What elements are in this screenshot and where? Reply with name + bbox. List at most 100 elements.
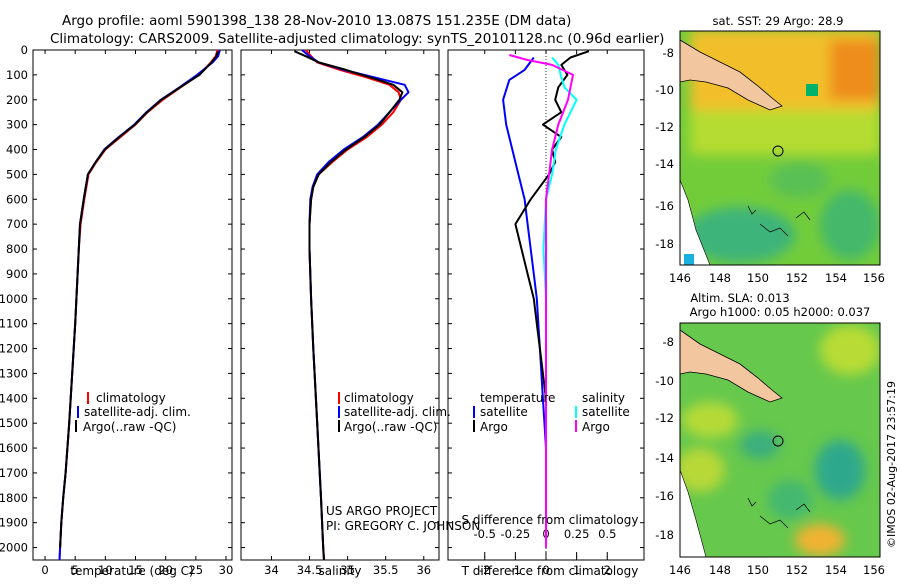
- temperature-plot: 0 5 10 15 20 25 30: [33, 49, 234, 577]
- depth-axis: 0 100 200 300 400 500 600 700 800 900 1000 1100 1200…: [0, 43, 28, 555]
- lat-label: -14: [655, 157, 674, 171]
- series-line-satellite-adj-clim-: [58, 49, 221, 561]
- sla-patch: [815, 440, 865, 500]
- legend-label-t-satellite: satellite: [480, 405, 528, 419]
- map-axes: 146 146 148 148 150 150 152 152 154 154 156 156 -8 -8…: [655, 46, 885, 577]
- header-line1: Argo profile: aoml 5901398_138 28-Nov-20…: [62, 13, 571, 29]
- sst-patch: [770, 162, 830, 198]
- salinity-xlabel: salinity: [318, 564, 361, 578]
- depth-tick-label: 400: [6, 143, 28, 157]
- sla-patch: [680, 448, 725, 492]
- sla-map-frame: [679, 322, 881, 558]
- legend-label-satellite: satellite-adj. clim.: [344, 405, 451, 419]
- depth-tick-label: 1900: [0, 516, 28, 530]
- pi-label: PI: GREGORY C. JOHNSON: [326, 519, 480, 533]
- legend-label-t-argo: Argo: [480, 420, 508, 434]
- s-tick-label: -0.25: [500, 527, 530, 541]
- sst-patch: [820, 190, 880, 260]
- depth-tick-label: 300: [6, 118, 28, 132]
- land-shape: [680, 469, 707, 557]
- lat-label: -14: [655, 451, 674, 465]
- x-tick-label: 36: [416, 563, 431, 577]
- x-tick-label: 34: [264, 563, 279, 577]
- series-line-s-satellite: [542, 56, 578, 548]
- series-line-satellite-adj-clim-: [301, 49, 410, 561]
- depth-tick-label: 900: [6, 267, 28, 281]
- legend-label-s-satellite: satellite: [582, 405, 630, 419]
- x-tick-label: -2: [479, 563, 490, 577]
- sst-patch: [830, 40, 880, 100]
- depth-tick-label: 1700: [0, 466, 28, 480]
- argo-location-marker: [772, 145, 784, 157]
- x-tick-label: 34.5: [297, 563, 323, 577]
- difference-xlabel: T difference from climatology: [461, 564, 639, 578]
- x-tick-label: 15: [128, 563, 143, 577]
- difference-s-xlabel: S difference from climatology: [462, 513, 639, 527]
- land-shape: [680, 329, 783, 403]
- sla-patch: [820, 325, 880, 375]
- x-tick-label: 25: [188, 563, 203, 577]
- lon-label: 152: [786, 563, 808, 577]
- x-tick-label: 0: [41, 563, 48, 577]
- sla-patch: [682, 402, 738, 438]
- sst-field-patches: [685, 31, 880, 263]
- sst-map-title: sat. SST: 29 Argo: 28.9: [713, 14, 844, 28]
- series-line-argo: [59, 50, 220, 548]
- lat-label: -16: [655, 489, 674, 503]
- depth-tick-label: 100: [6, 68, 28, 82]
- legend-label-s-argo: Argo: [582, 420, 610, 434]
- temperature-legend: climatology satellite-adj. clim. Argo(..…: [75, 391, 191, 434]
- depth-tick-label: 1100: [0, 317, 28, 331]
- missing-data-block: [684, 254, 694, 265]
- depth-tick-label: 1500: [0, 416, 28, 430]
- difference-legend: temperature salinity satellite Argo sate…: [473, 391, 630, 434]
- legend-label-climatology: climatology: [96, 391, 166, 405]
- depth-tick-label: 1400: [0, 391, 28, 405]
- lat-label: -16: [655, 199, 674, 213]
- sst-map: [679, 30, 881, 266]
- salinity-legend: climatology satellite-adj. clim. Argo(..…: [338, 391, 451, 434]
- sla-map: [679, 322, 881, 558]
- series-line-t-satellite: [502, 56, 547, 548]
- sla-patch: [768, 480, 812, 520]
- sla-map-title2: Argo h1000: 0.05 h2000: 0.037: [690, 305, 871, 319]
- imos-credit: ©IMOS 02-Aug-2017 23:57:19: [885, 381, 898, 548]
- depth-tick-label: 500: [6, 167, 28, 181]
- legend-header-salinity: salinity: [582, 391, 625, 405]
- depth-tick-label: 600: [6, 192, 28, 206]
- project-label: US ARGO PROJECT: [326, 504, 438, 518]
- lat-label: -18: [655, 528, 674, 542]
- lat-label: -8: [663, 46, 674, 60]
- lon-label: 154: [825, 271, 847, 285]
- depth-tick-label: 1600: [0, 441, 28, 455]
- legend-label-satellite: satellite-adj. clim.: [84, 405, 191, 419]
- sla-patch: [740, 431, 780, 459]
- legend-label-argo: Argo(..raw -QC): [344, 420, 437, 434]
- land-shape: [680, 179, 711, 265]
- sla-patch: [795, 524, 845, 556]
- lon-label: 146: [669, 563, 691, 577]
- depth-tick-label: 700: [6, 217, 28, 231]
- lon-label: 150: [747, 271, 769, 285]
- x-tick-label: -1: [510, 563, 521, 577]
- depth-tick-label: 2000: [0, 541, 28, 555]
- x-tick-label: 0: [542, 563, 549, 577]
- s-tick-label: -0.5: [474, 527, 496, 541]
- land-shape: [680, 39, 783, 111]
- depth-tick-label: 1200: [0, 342, 28, 356]
- lat-label: -8: [663, 335, 674, 349]
- salinity-plot: 34 34.5 35 35.5 36: [241, 49, 439, 577]
- argo-location-marker: [772, 435, 784, 447]
- sst-map-frame: [679, 30, 881, 266]
- depth-tick-label: 800: [6, 242, 28, 256]
- lon-label: 154: [825, 563, 847, 577]
- lat-label: -12: [655, 411, 674, 425]
- missing-data-block: [806, 84, 818, 96]
- x-tick-label: 30: [219, 563, 234, 577]
- sla-field-patches: [680, 325, 880, 556]
- depth-tick-label: 200: [6, 93, 28, 107]
- depth-tick-label: 0: [21, 43, 28, 57]
- s-tick-label: 0.25: [564, 527, 590, 541]
- sla-map-title1: Altim. SLA: 0.013: [690, 291, 789, 305]
